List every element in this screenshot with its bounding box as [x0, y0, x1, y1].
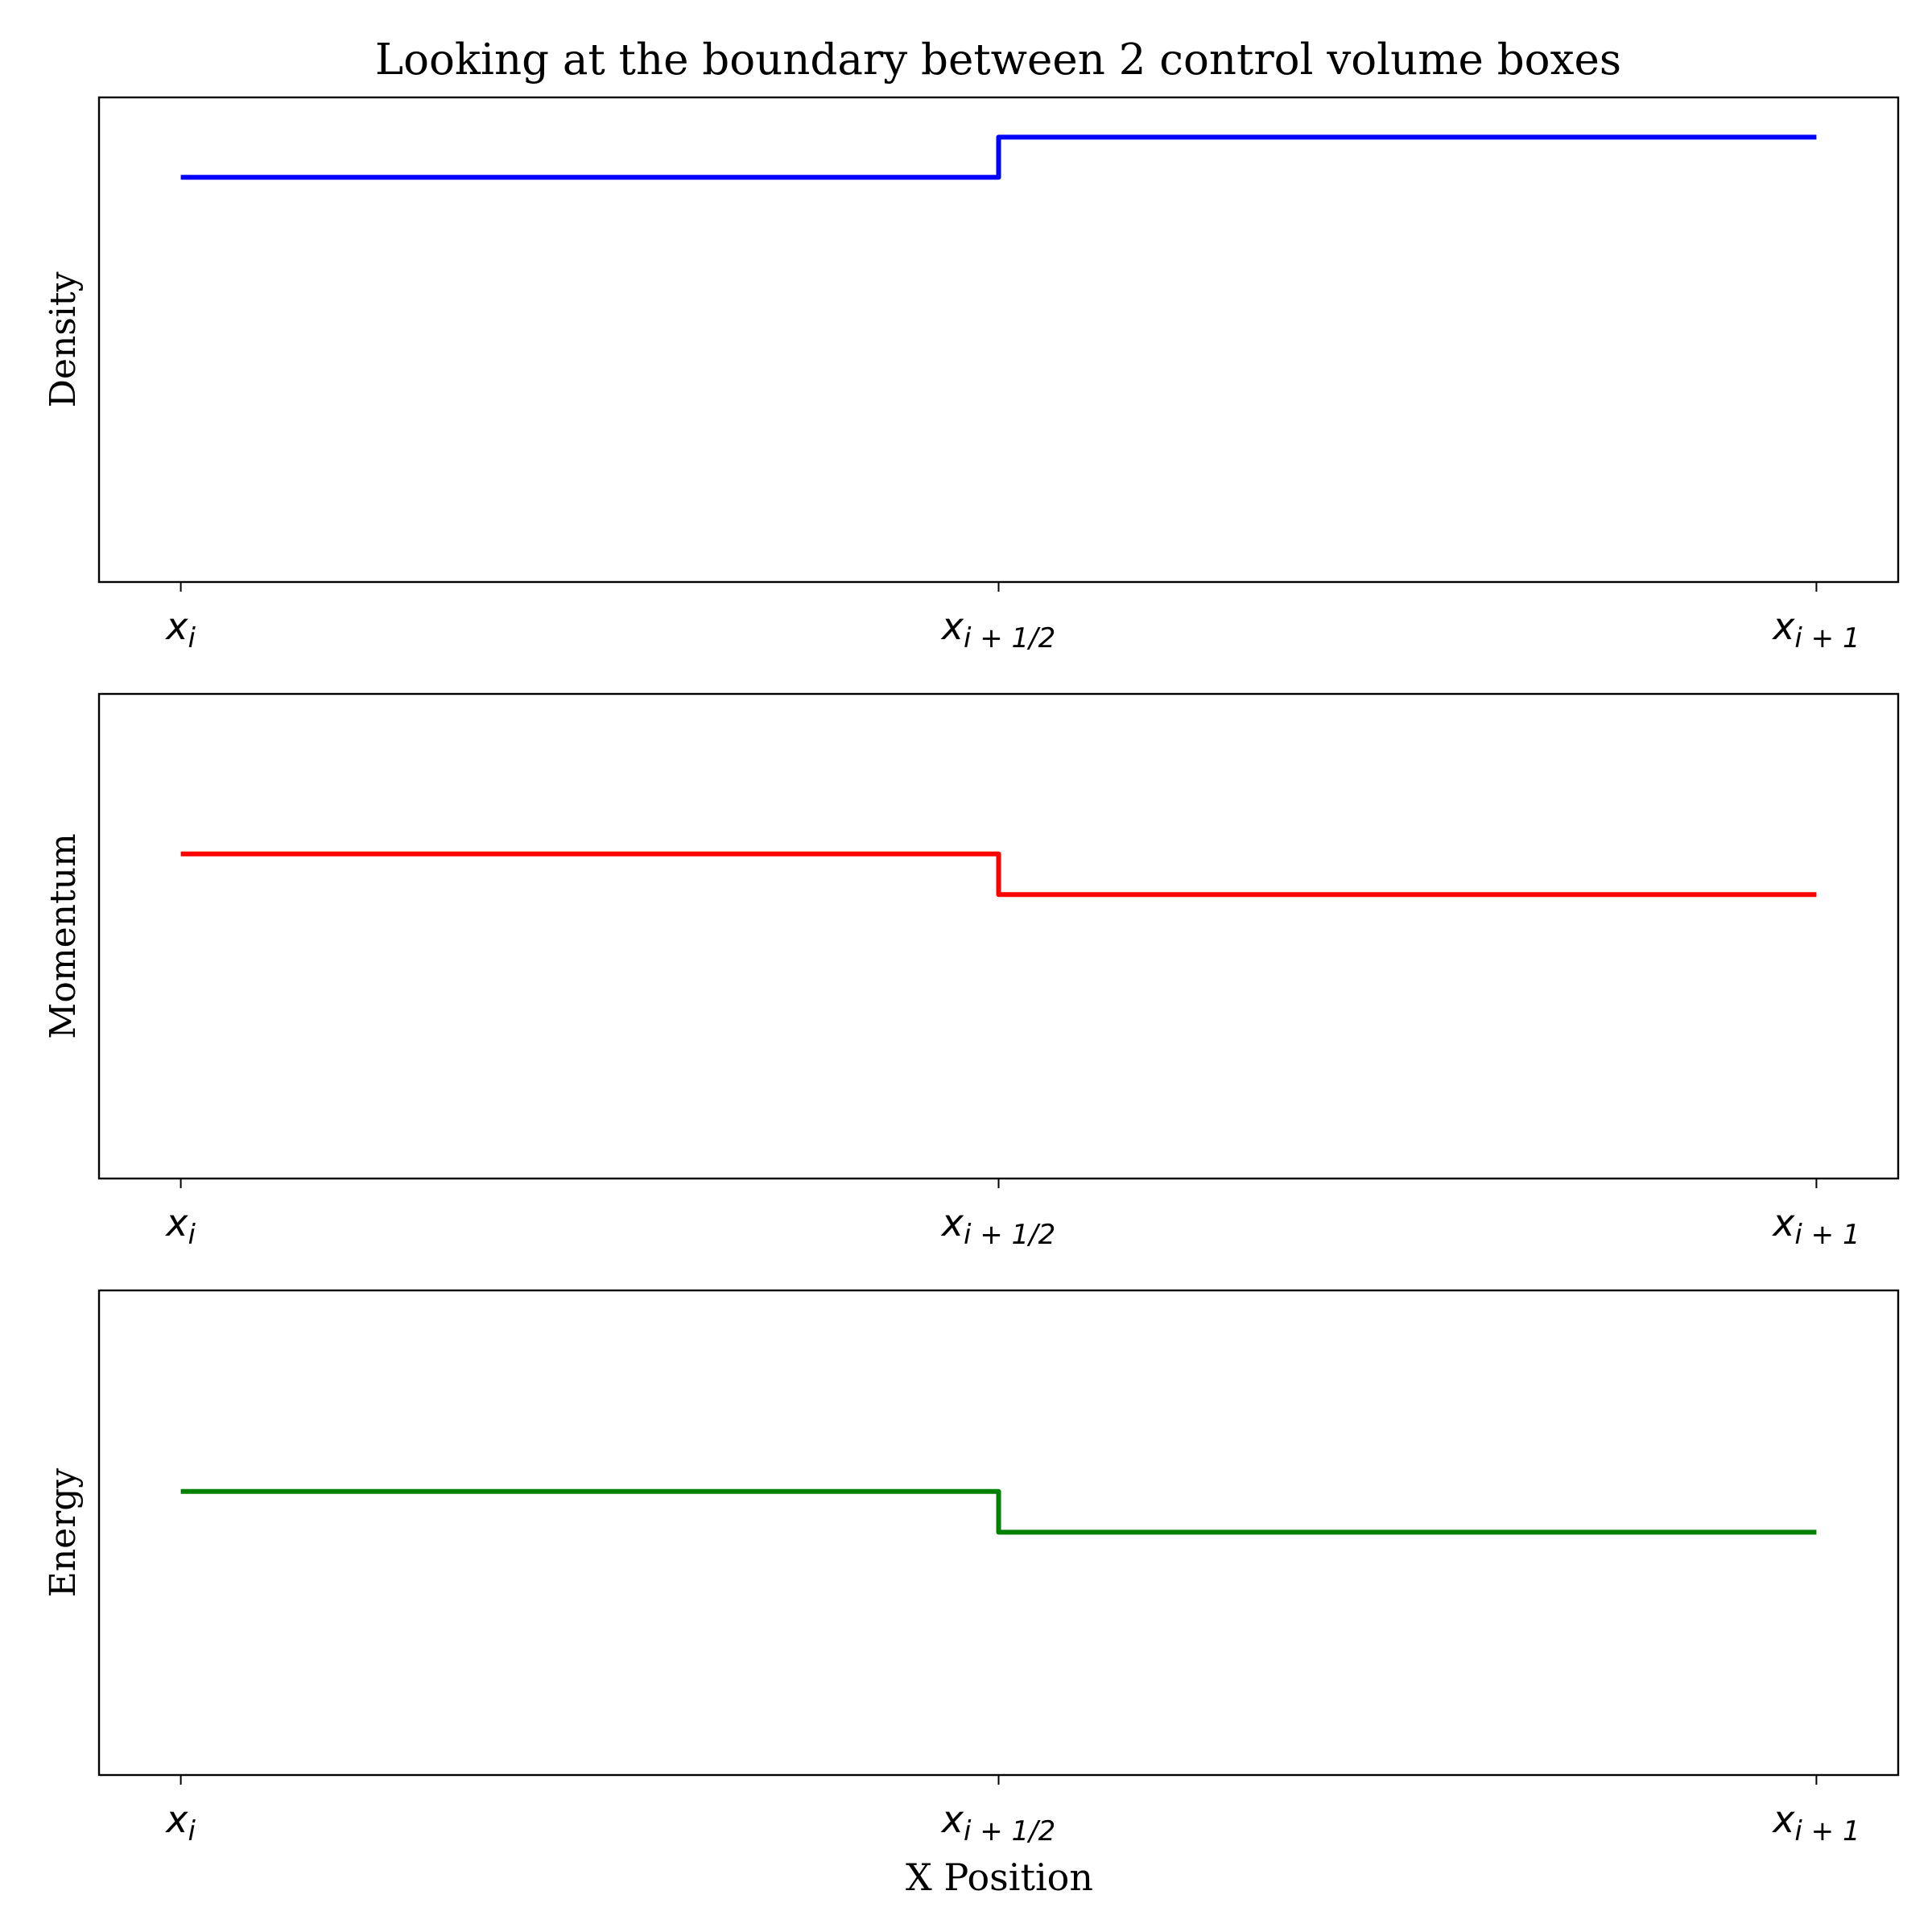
- energy-line: [180, 1488, 1817, 1535]
- panels: xi xi + 1/2 xi + 1 Density xi xi + 1/2 xi + 1 M…: [43, 96, 1900, 1899]
- density-panel: xi xi + 1/2 xi + 1 Density: [43, 96, 1900, 654]
- energy-ylabel: Energy: [43, 1468, 84, 1598]
- density-ylabel: Density: [43, 271, 84, 407]
- density-line: [180, 134, 1817, 180]
- energy-xtick-label: xi: [164, 1798, 196, 1847]
- momentum-xtick-label: xi + 1: [1771, 1201, 1860, 1251]
- momentum-xtick-label: xi + 1/2: [940, 1201, 1056, 1251]
- density-xtick-label: xi + 1: [1771, 605, 1860, 654]
- momentum-panel: xi xi + 1/2 xi + 1 Momentum: [43, 692, 1900, 1251]
- momentum-ylabel: Momentum: [43, 833, 84, 1038]
- energy-xlabel: X Position: [906, 1856, 1093, 1899]
- energy-xtick-label: xi + 1/2: [940, 1798, 1056, 1847]
- energy-xtick-label: xi + 1: [1771, 1798, 1860, 1847]
- figure-title: Looking at the boundary between 2 contro…: [375, 35, 1621, 85]
- density-xtick-label: xi + 1/2: [940, 605, 1056, 654]
- momentum-xtick-label: xi: [164, 1201, 196, 1251]
- energy-panel: xi xi + 1/2 xi + 1 Energy X Position: [43, 1289, 1900, 1899]
- density-xtick-label: xi: [164, 605, 196, 654]
- momentum-line: [180, 851, 1817, 898]
